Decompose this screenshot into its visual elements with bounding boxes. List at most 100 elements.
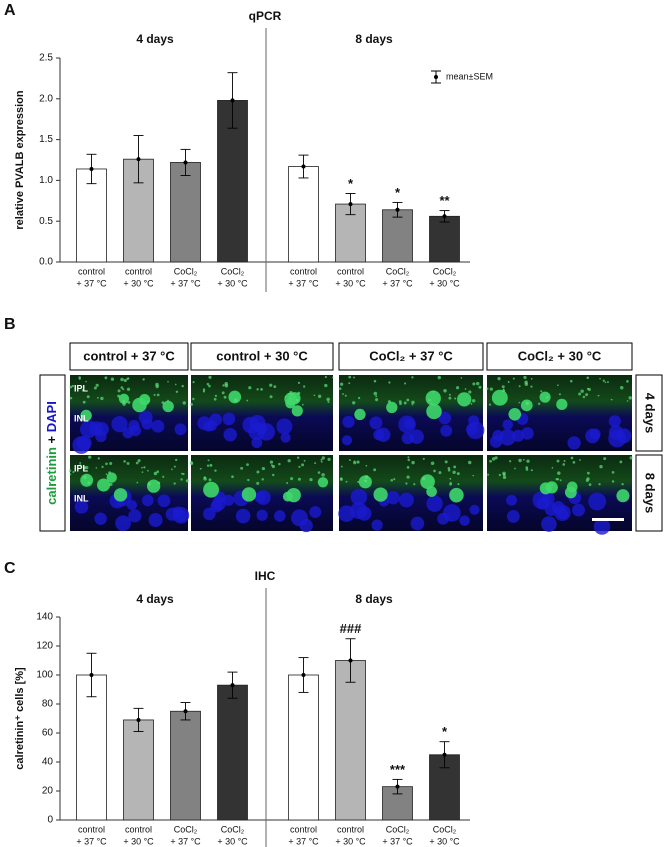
speckle	[551, 483, 554, 486]
speckle	[406, 398, 410, 402]
x-tick-label: CoCl₂	[433, 266, 457, 276]
speckle	[302, 385, 306, 388]
speckle	[582, 395, 586, 399]
speckle	[556, 384, 559, 387]
speckle	[430, 461, 435, 466]
speckle	[579, 459, 582, 461]
speckle	[585, 393, 589, 397]
x-tick-label: CoCl₂	[221, 266, 245, 276]
speckle	[444, 460, 448, 464]
speckle	[470, 402, 473, 405]
speckle	[289, 391, 293, 395]
error-bar	[392, 201, 403, 218]
speckle	[339, 477, 343, 481]
x-tick-label: + 30 °C	[123, 278, 154, 288]
speckle	[81, 389, 85, 392]
speckle	[345, 480, 348, 483]
speckle	[69, 385, 73, 389]
cell	[491, 389, 508, 406]
cell	[520, 399, 533, 412]
speckle	[68, 469, 72, 472]
speckle	[156, 470, 160, 474]
speckle	[498, 473, 502, 477]
nucleus	[438, 411, 452, 425]
speckle	[327, 400, 330, 404]
nucleus	[589, 428, 601, 440]
speckle	[123, 460, 126, 463]
speckle	[95, 383, 99, 387]
speckle	[555, 478, 558, 481]
speckle	[356, 460, 360, 464]
speckle	[180, 478, 183, 481]
speckle	[182, 472, 185, 476]
cell	[545, 481, 558, 494]
speckle	[161, 401, 165, 404]
speckle	[173, 465, 176, 468]
speckle	[620, 386, 624, 390]
speckle	[348, 459, 351, 462]
speckle	[222, 384, 225, 387]
speckle	[407, 456, 410, 459]
cell	[106, 472, 117, 483]
speckle	[123, 378, 127, 383]
cell	[317, 477, 329, 488]
layer-label: INL	[74, 413, 89, 423]
speckle	[270, 464, 273, 467]
speckle	[464, 388, 467, 390]
nucleus	[489, 435, 503, 448]
speckle	[518, 385, 521, 388]
nucleus	[502, 419, 514, 430]
speckle	[256, 481, 260, 485]
speckle	[522, 458, 525, 461]
speckle	[621, 482, 624, 486]
nucleus	[206, 420, 218, 431]
speckle	[559, 479, 562, 482]
speckle	[449, 481, 452, 484]
speckle	[387, 400, 391, 404]
speckle	[95, 467, 98, 469]
speckle	[562, 463, 566, 466]
speckle	[69, 473, 72, 476]
nucleus	[410, 516, 425, 531]
speckle	[525, 466, 529, 469]
nucleus	[223, 427, 237, 442]
error-bar	[86, 652, 97, 698]
cell	[616, 489, 630, 503]
speckle	[320, 458, 323, 461]
speckle	[514, 467, 516, 470]
cell	[539, 391, 551, 403]
speckle	[122, 402, 126, 406]
speckle	[452, 470, 456, 474]
nucleus	[128, 509, 142, 523]
y-axis-label: calretinin⁺ cells [%]	[14, 667, 26, 770]
nucleus	[350, 488, 368, 506]
speckle	[295, 398, 300, 402]
x-tick-label: + 37 °C	[76, 278, 107, 288]
speckle	[472, 382, 476, 386]
speckle	[580, 389, 584, 393]
speckle	[537, 402, 541, 405]
speckle	[231, 475, 234, 479]
speckle	[433, 469, 436, 473]
speckle	[375, 395, 378, 398]
speckle	[411, 400, 415, 405]
nucleus	[506, 494, 517, 506]
speckle	[79, 461, 82, 464]
significance: ###	[340, 621, 362, 636]
speckle	[342, 393, 344, 395]
speckle	[606, 381, 609, 384]
stain-box	[39, 374, 66, 532]
speckle	[284, 395, 287, 398]
nucleus	[608, 415, 621, 428]
speckle	[233, 398, 238, 402]
speckle	[162, 475, 165, 478]
speckle	[167, 380, 169, 383]
speckle	[619, 460, 623, 464]
speckle	[406, 465, 410, 469]
speckle	[141, 466, 143, 469]
cell	[228, 390, 242, 404]
speckle	[430, 402, 433, 405]
speckle	[456, 472, 460, 476]
nucleus	[341, 435, 353, 446]
speckle	[203, 390, 205, 392]
